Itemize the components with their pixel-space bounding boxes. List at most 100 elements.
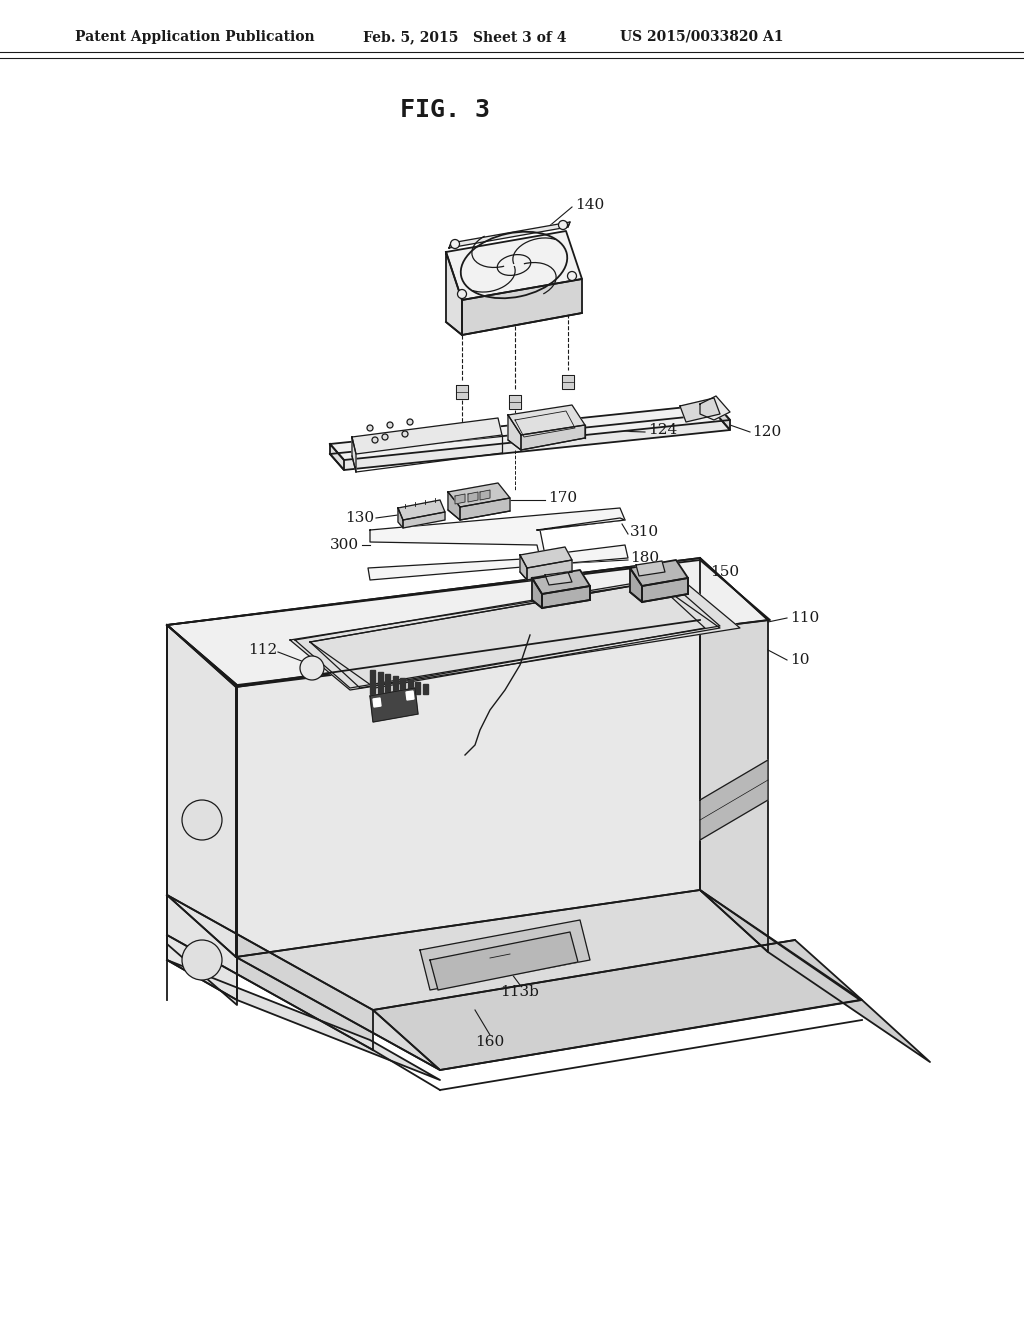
Polygon shape — [468, 492, 478, 502]
Polygon shape — [700, 558, 768, 952]
Text: 130: 130 — [345, 511, 374, 525]
Polygon shape — [398, 508, 403, 528]
Polygon shape — [385, 675, 390, 694]
Text: 112: 112 — [248, 643, 278, 657]
Polygon shape — [716, 404, 730, 430]
Polygon shape — [167, 624, 237, 1005]
Polygon shape — [545, 572, 572, 585]
Polygon shape — [373, 940, 862, 1071]
Polygon shape — [460, 498, 510, 520]
Text: 140: 140 — [575, 198, 604, 213]
Polygon shape — [167, 895, 440, 1071]
Text: 170: 170 — [548, 491, 578, 506]
Text: 180: 180 — [630, 550, 659, 565]
Polygon shape — [352, 437, 356, 473]
Polygon shape — [352, 418, 502, 454]
Polygon shape — [630, 568, 642, 602]
Circle shape — [382, 434, 388, 440]
Polygon shape — [167, 558, 768, 686]
Polygon shape — [480, 490, 490, 500]
Text: 150: 150 — [710, 565, 739, 579]
Polygon shape — [167, 960, 440, 1080]
Polygon shape — [368, 508, 628, 579]
Polygon shape — [295, 578, 720, 688]
Polygon shape — [455, 494, 465, 504]
Polygon shape — [562, 375, 574, 389]
Polygon shape — [700, 890, 930, 1063]
Polygon shape — [167, 624, 237, 1001]
Polygon shape — [167, 560, 770, 685]
Polygon shape — [378, 672, 383, 694]
Polygon shape — [236, 890, 860, 1071]
Polygon shape — [290, 578, 740, 690]
Polygon shape — [630, 560, 688, 586]
Polygon shape — [403, 512, 445, 528]
Polygon shape — [330, 444, 344, 470]
Polygon shape — [456, 385, 468, 399]
Polygon shape — [423, 684, 427, 694]
Polygon shape — [449, 483, 510, 507]
Circle shape — [558, 220, 567, 230]
Polygon shape — [700, 396, 730, 420]
Text: 150: 150 — [630, 566, 659, 579]
Circle shape — [182, 800, 222, 840]
Polygon shape — [392, 676, 397, 694]
Circle shape — [402, 432, 408, 437]
Text: Feb. 5, 2015   Sheet 3 of 4: Feb. 5, 2015 Sheet 3 of 4 — [362, 30, 566, 44]
Circle shape — [451, 239, 460, 248]
Polygon shape — [398, 500, 445, 520]
Polygon shape — [415, 682, 420, 694]
Circle shape — [367, 425, 373, 432]
Polygon shape — [449, 492, 460, 520]
Circle shape — [567, 272, 577, 281]
Polygon shape — [449, 222, 570, 248]
Polygon shape — [700, 760, 768, 840]
Polygon shape — [527, 560, 572, 579]
Text: 124: 124 — [648, 422, 677, 437]
Polygon shape — [520, 554, 527, 579]
Polygon shape — [330, 404, 730, 459]
Polygon shape — [330, 414, 730, 470]
Text: FIG. 3: FIG. 3 — [400, 98, 490, 121]
Polygon shape — [508, 414, 521, 450]
Polygon shape — [446, 252, 462, 335]
Polygon shape — [370, 671, 375, 694]
Polygon shape — [167, 895, 373, 1049]
Polygon shape — [642, 578, 688, 602]
Polygon shape — [521, 425, 585, 450]
Polygon shape — [508, 405, 585, 436]
Polygon shape — [373, 698, 381, 708]
Polygon shape — [509, 395, 521, 409]
Polygon shape — [542, 586, 590, 609]
Text: 10: 10 — [790, 653, 810, 667]
Circle shape — [300, 656, 324, 680]
Polygon shape — [420, 920, 590, 990]
Circle shape — [372, 437, 378, 444]
Text: 110: 110 — [790, 611, 819, 624]
Circle shape — [387, 422, 393, 428]
Polygon shape — [532, 578, 542, 609]
Polygon shape — [370, 688, 418, 722]
Polygon shape — [400, 678, 406, 694]
Polygon shape — [520, 546, 572, 568]
Text: Patent Application Publication: Patent Application Publication — [75, 30, 314, 44]
Polygon shape — [462, 279, 582, 335]
Text: 113a: 113a — [635, 579, 673, 593]
Polygon shape — [680, 399, 720, 422]
Circle shape — [407, 418, 413, 425]
Text: 120: 120 — [752, 425, 781, 440]
Text: 160: 160 — [475, 1035, 505, 1049]
Text: 310: 310 — [630, 525, 659, 539]
Circle shape — [458, 289, 467, 298]
Polygon shape — [406, 690, 414, 700]
Polygon shape — [310, 582, 720, 688]
Text: 300: 300 — [330, 539, 359, 552]
Polygon shape — [636, 561, 665, 576]
Polygon shape — [408, 680, 413, 694]
Polygon shape — [167, 624, 236, 957]
Polygon shape — [236, 620, 700, 957]
Polygon shape — [532, 570, 590, 594]
Text: 113b: 113b — [501, 985, 540, 999]
Text: US 2015/0033820 A1: US 2015/0033820 A1 — [620, 30, 783, 44]
Circle shape — [182, 940, 222, 979]
